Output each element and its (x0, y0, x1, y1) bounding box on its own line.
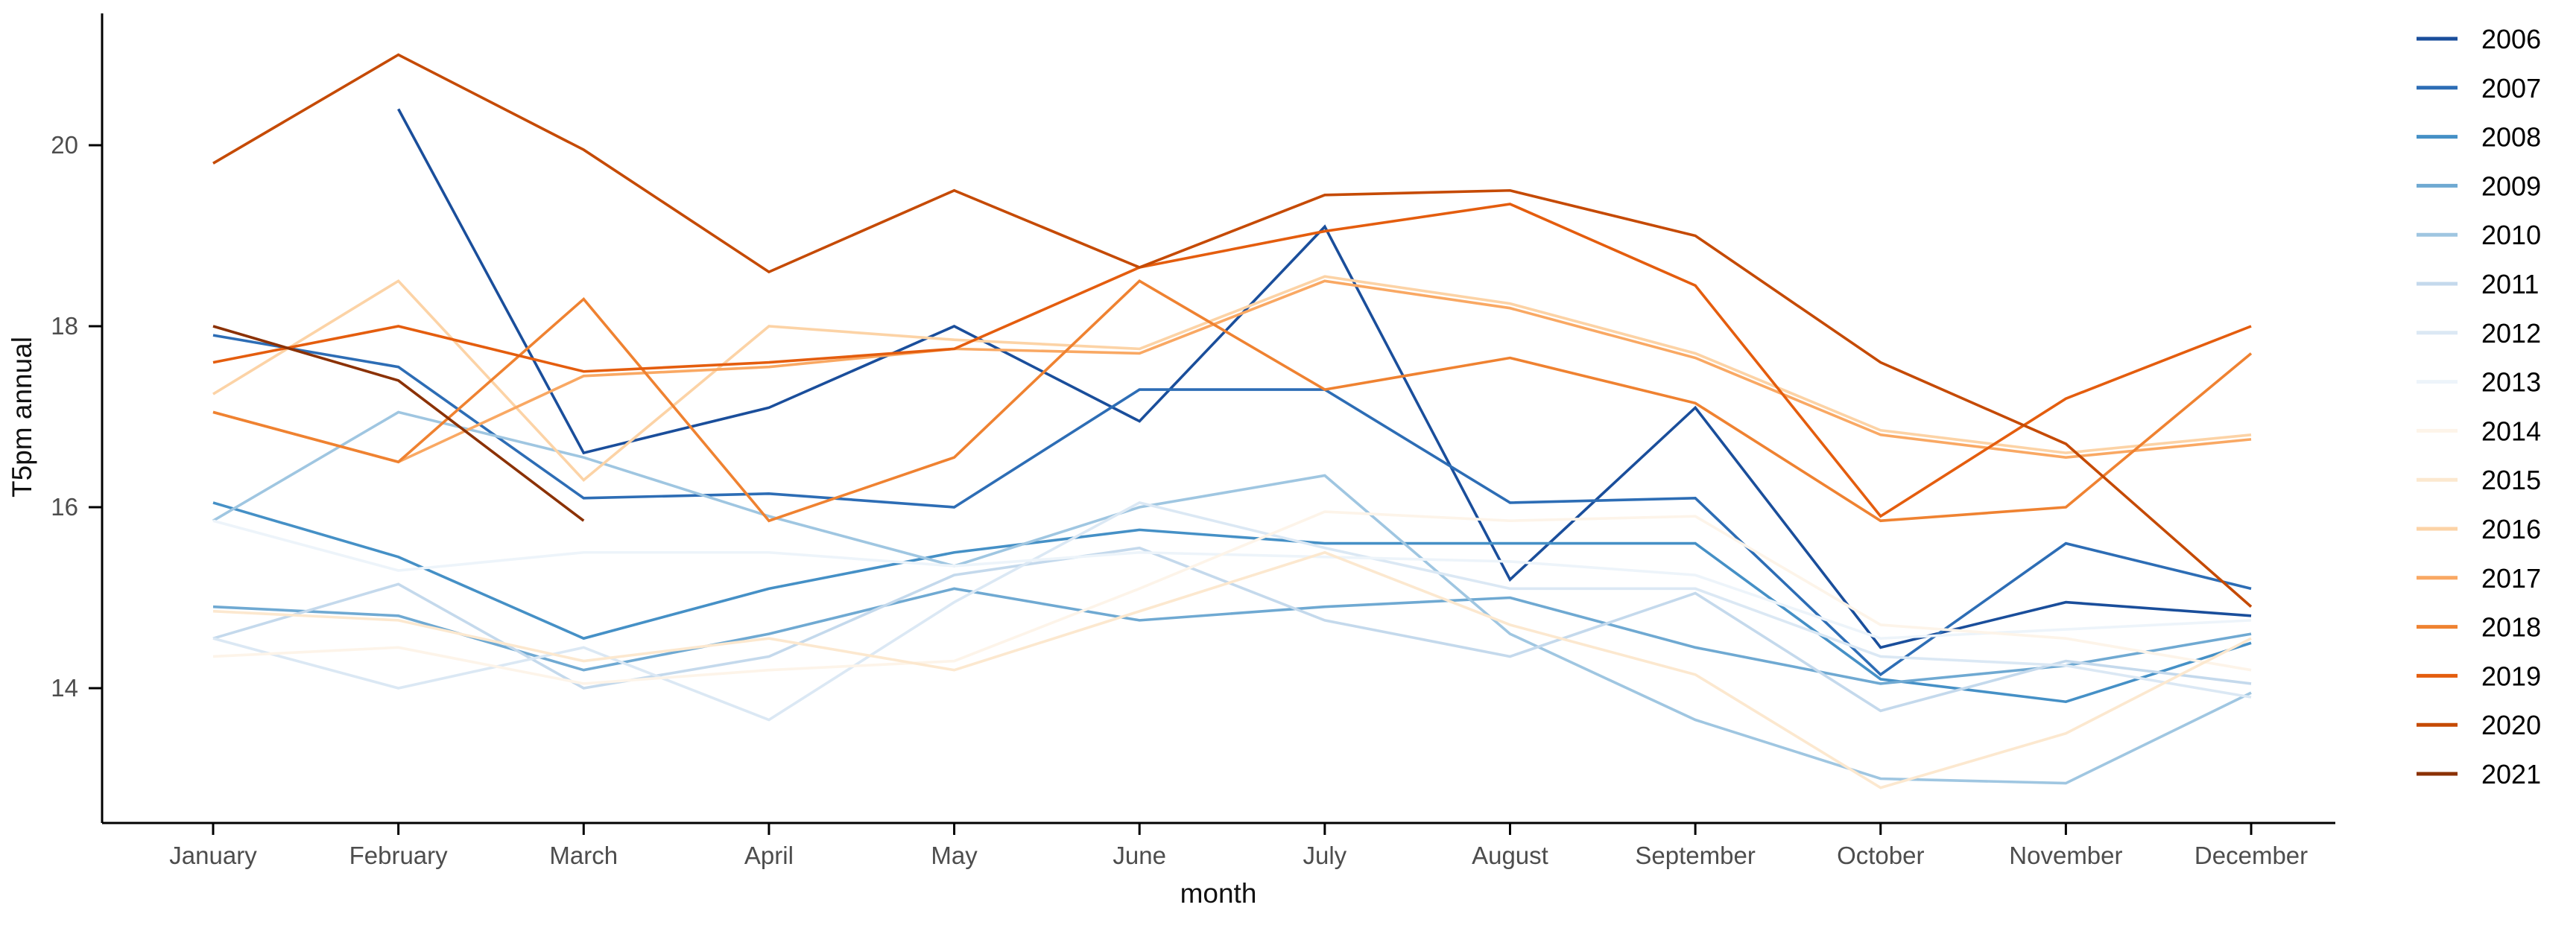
legend-item-2012: 2012 (2417, 318, 2541, 349)
legend-item-2011: 2011 (2417, 269, 2539, 299)
legend-item-2018: 2018 (2417, 612, 2541, 643)
legend-item-2020: 2020 (2417, 710, 2541, 740)
x-tick-label: February (349, 842, 449, 869)
legend-item-2010: 2010 (2417, 220, 2541, 250)
legend-item-2009: 2009 (2417, 171, 2541, 201)
legend-item-2021: 2021 (2417, 759, 2541, 789)
series-lines (212, 53, 2253, 789)
series-line-2014 (212, 510, 2252, 685)
legend-label-2008: 2008 (2481, 122, 2541, 153)
x-tick-label: May (931, 842, 978, 869)
y-tick-label: 18 (51, 312, 78, 340)
series-line-2017 (212, 279, 2252, 464)
legend-item-2014: 2014 (2417, 416, 2541, 446)
series-line-2007 (212, 334, 2252, 677)
series-line-2019 (212, 203, 2252, 518)
series-line-2009 (212, 587, 2252, 685)
legend-item-2019: 2019 (2417, 661, 2541, 691)
legend-label-2006: 2006 (2481, 24, 2541, 54)
series-line-2008 (212, 501, 2252, 704)
series-line-2011 (212, 546, 2252, 713)
series-line-2016 (212, 275, 2252, 483)
series-line-2020 (212, 53, 2253, 608)
x-tick-label: July (1303, 842, 1346, 869)
legend-label-2014: 2014 (2481, 416, 2541, 446)
legend-label-2019: 2019 (2481, 661, 2541, 691)
legend-label-2011: 2011 (2481, 269, 2539, 299)
x-tick-label: October (1837, 842, 1924, 869)
legend-label-2009: 2009 (2481, 171, 2541, 201)
x-tick-label: June (1113, 842, 1166, 869)
legend-label-2010: 2010 (2481, 220, 2541, 250)
series-line-2010 (212, 410, 2252, 785)
x-tick-label: April (744, 842, 794, 869)
y-tick-label: 16 (51, 493, 78, 521)
x-tick-label: September (1635, 842, 1755, 869)
series-line-2018 (212, 279, 2253, 523)
legend-item-2016: 2016 (2417, 514, 2541, 544)
y-tick-label: 20 (51, 131, 78, 159)
series-line-2015 (212, 550, 2252, 789)
legend-label-2017: 2017 (2481, 563, 2541, 594)
legend-item-2017: 2017 (2417, 563, 2541, 594)
x-tick-label: November (2009, 842, 2122, 869)
series-line-2021 (212, 325, 585, 522)
legend-item-2006: 2006 (2417, 24, 2541, 54)
legend-label-2020: 2020 (2481, 710, 2541, 740)
legend-label-2007: 2007 (2481, 73, 2541, 104)
legend-label-2013: 2013 (2481, 367, 2541, 398)
legend-item-2007: 2007 (2417, 73, 2541, 104)
series-line-2013 (212, 519, 2252, 640)
legend: 2006 2007 2008 2009 2010 2011 2012 2013 2014 2015… (2417, 24, 2541, 789)
legend-label-2021: 2021 (2481, 759, 2541, 789)
x-tick-label: December (2194, 842, 2308, 869)
legend-label-2016: 2016 (2481, 514, 2541, 544)
legend-item-2015: 2015 (2417, 465, 2541, 495)
axes: 14 16 18 20 January February March April May June… (51, 13, 2335, 869)
x-tick-label: March (549, 842, 618, 869)
series-line-2006 (397, 108, 2252, 649)
x-tick-label: August (1472, 842, 1548, 869)
legend-item-2013: 2013 (2417, 367, 2541, 398)
legend-item-2008: 2008 (2417, 122, 2541, 153)
x-axis-title: month (1180, 878, 1257, 909)
legend-label-2018: 2018 (2481, 612, 2541, 643)
legend-label-2015: 2015 (2481, 465, 2541, 495)
legend-label-2012: 2012 (2481, 318, 2541, 349)
y-axis-title: T5pm annual (7, 337, 37, 498)
y-tick-label: 14 (51, 674, 78, 702)
x-tick-label: January (169, 842, 257, 869)
